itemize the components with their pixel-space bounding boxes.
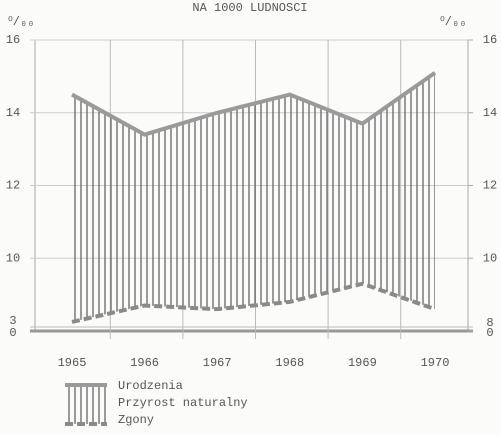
y2-tick-label: 10 <box>483 251 497 265</box>
y-tick-label: 10 <box>6 251 20 265</box>
y-tick-label: 3 <box>9 314 16 328</box>
legend-label: Zgony <box>118 413 154 427</box>
births-line <box>71 71 437 137</box>
x-tick-label: 1970 <box>421 356 450 370</box>
y2-tick-label: 14 <box>483 106 497 120</box>
y2-tick-label: 8 <box>486 316 493 330</box>
x-tick-label: 1966 <box>130 356 159 370</box>
y2-tick-label: 16 <box>483 33 497 47</box>
y-tick-label: 16 <box>6 33 20 47</box>
x-tick-label: 1965 <box>58 356 87 370</box>
legend-label: Przyrost naturalny <box>118 396 248 410</box>
y2-unit: ⁰/₀₀ <box>440 15 466 29</box>
y-tick-label: 14 <box>6 106 20 120</box>
x-tick-label: 1968 <box>275 356 304 370</box>
x-tick-label: 1969 <box>348 356 377 370</box>
legend-fill <box>65 386 107 424</box>
x-tick-label: 1967 <box>203 356 232 370</box>
y-unit: ⁰/₀₀ <box>8 15 34 29</box>
chart-title: NA 1000 LUDNOSCI <box>192 1 307 15</box>
natural-increase-area <box>72 72 435 322</box>
deaths-line <box>71 281 436 324</box>
y2-tick-label: 12 <box>483 179 497 193</box>
y-tick-label: 12 <box>6 179 20 193</box>
axis-break-label: 0 <box>486 326 493 340</box>
axis-break-label: 0 <box>9 326 16 340</box>
legend-label: Urodzenia <box>118 379 183 393</box>
